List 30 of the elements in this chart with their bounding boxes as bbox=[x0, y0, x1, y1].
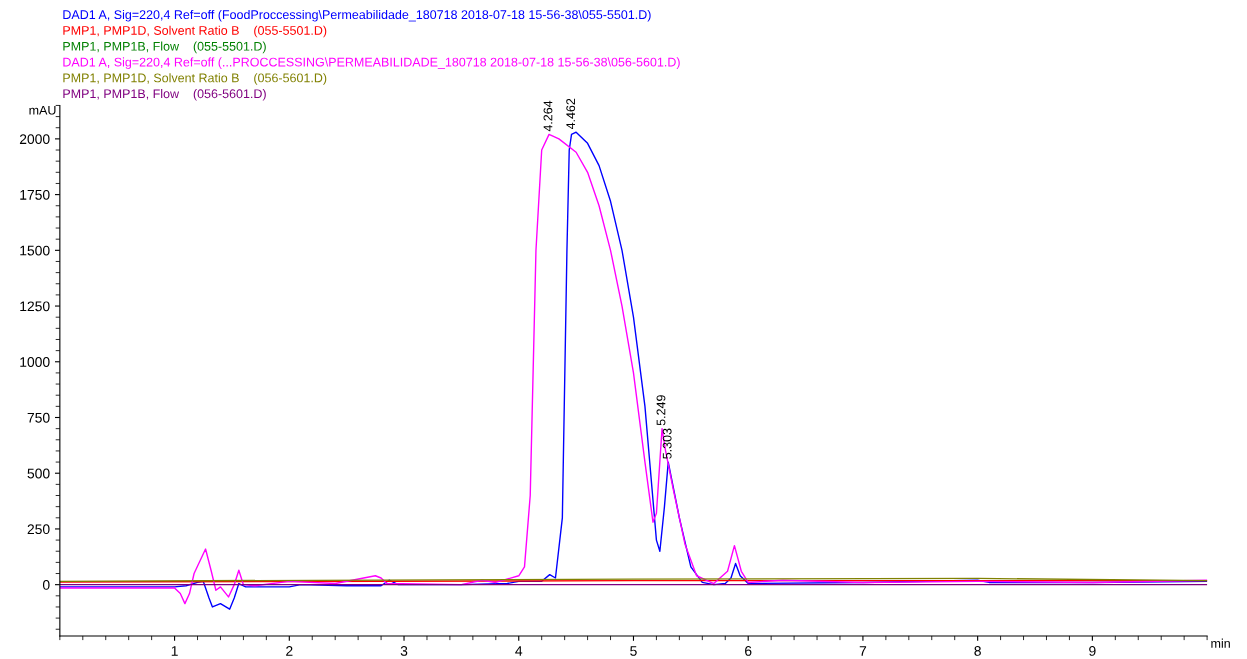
y-tick-label: 1750 bbox=[20, 189, 50, 200]
x-tick-label: 9 bbox=[1089, 646, 1096, 656]
text: DAD1 A, Sig=220,4 Ref=off (...PROCCESSING\PERMEABILIDADE_180718 2018-07-18 15-56-38\056-5601.D) bbox=[63, 57, 680, 69]
annotation: 4.462 bbox=[566, 98, 576, 130]
x-tick-label: 3 bbox=[400, 646, 408, 656]
y-tick-label: 500 bbox=[27, 468, 50, 479]
x-tick-label: 6 bbox=[745, 646, 752, 656]
y-tick-label: 0 bbox=[42, 580, 50, 590]
annotation: 4.264 bbox=[543, 100, 553, 132]
y-tick-label: 1000 bbox=[20, 357, 50, 367]
text: PMP1, PMP1D, Solvent Ratio B (056-5601.D) bbox=[63, 73, 327, 85]
annotation: 5.249 bbox=[656, 395, 666, 426]
y-axis-title: mAU bbox=[29, 105, 56, 115]
y-tick-label: 1250 bbox=[20, 301, 50, 312]
x-tick-label: 4 bbox=[515, 646, 523, 656]
y-tick-label: 1500 bbox=[20, 245, 50, 256]
x-tick-label: 1 bbox=[171, 646, 178, 656]
y-tick-label: 250 bbox=[27, 524, 50, 535]
text: PMP1, PMP1D, Solvent Ratio B (055-5501.D) bbox=[63, 25, 327, 38]
x-axis-title: min bbox=[1211, 638, 1230, 648]
x-tick-label: 5 bbox=[630, 646, 637, 656]
y-tick-label: 2000 bbox=[19, 134, 50, 145]
legend-label: PMP1, PMP1B, Flow (055-5501.D) bbox=[63, 41, 266, 54]
annotation: 5.303 bbox=[662, 428, 672, 459]
x-tick-label: 7 bbox=[859, 646, 867, 656]
x-tick-label: 8 bbox=[974, 646, 981, 656]
text: DAD1 A, Sig=220,4 Ref=off (FoodProccessing\Permeabilidade_180718 2018-07-18 15-56-38\055-5501.D) bbox=[63, 9, 651, 22]
y-tick-label: 750 bbox=[27, 412, 50, 423]
text: PMP1, PMP1B, Flow (056-5601.D) bbox=[63, 88, 266, 101]
x-tick-label: 2 bbox=[286, 646, 293, 656]
